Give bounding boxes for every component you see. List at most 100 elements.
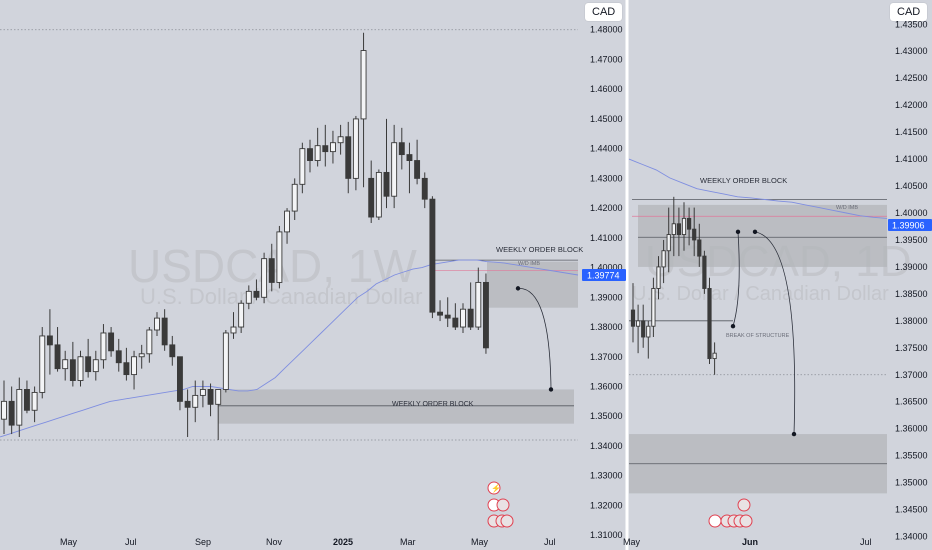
us-flag-icon[interactable] <box>739 514 753 528</box>
candle[interactable] <box>108 327 115 357</box>
candle[interactable] <box>681 202 687 251</box>
candle[interactable] <box>467 282 474 330</box>
candle[interactable] <box>452 303 459 330</box>
candle[interactable] <box>276 225 283 289</box>
candle[interactable] <box>123 347 130 381</box>
candle[interactable] <box>138 344 145 369</box>
candle[interactable] <box>16 377 23 438</box>
candle[interactable] <box>671 196 676 257</box>
candle[interactable] <box>483 273 489 354</box>
candle[interactable] <box>24 380 30 414</box>
candle[interactable] <box>54 327 61 372</box>
candle[interactable] <box>199 380 206 408</box>
candle[interactable] <box>146 327 153 363</box>
candle[interactable] <box>238 300 245 333</box>
candle[interactable] <box>330 130 336 164</box>
candle[interactable] <box>692 207 697 257</box>
candle[interactable] <box>697 223 702 267</box>
candle[interactable] <box>475 267 482 330</box>
candle[interactable] <box>630 283 636 343</box>
moving-average-line[interactable] <box>0 259 579 438</box>
candle[interactable] <box>437 300 443 322</box>
candle[interactable] <box>31 386 38 423</box>
candle[interactable] <box>184 389 191 438</box>
order-block-zone[interactable] <box>638 204 887 267</box>
candle[interactable] <box>314 127 321 167</box>
candle[interactable] <box>406 142 413 194</box>
arrow-end-dot[interactable] <box>735 229 741 235</box>
order-block-zone[interactable] <box>487 261 578 308</box>
projection-arrow[interactable] <box>517 287 552 390</box>
arrow-end-dot[interactable] <box>548 387 554 392</box>
us-flag-icon[interactable] <box>737 498 751 512</box>
candle[interactable] <box>375 169 382 220</box>
candle[interactable] <box>429 196 436 319</box>
candle[interactable] <box>368 160 375 223</box>
candle[interactable] <box>161 309 168 351</box>
us-flag-icon[interactable] <box>496 498 510 512</box>
candle[interactable] <box>207 383 214 417</box>
candle[interactable] <box>656 256 661 300</box>
lightning-icon[interactable] <box>487 481 501 495</box>
candle[interactable] <box>712 342 717 375</box>
candle[interactable] <box>253 279 260 301</box>
candle[interactable] <box>39 327 46 399</box>
candle[interactable] <box>646 320 651 359</box>
candle[interactable] <box>230 312 237 339</box>
candle[interactable] <box>1 380 7 435</box>
candle[interactable] <box>169 335 176 366</box>
candle[interactable] <box>687 207 692 246</box>
right-event-icons[interactable] <box>708 498 753 528</box>
candle[interactable] <box>85 338 92 378</box>
candle[interactable] <box>636 304 641 354</box>
candle[interactable] <box>307 139 313 173</box>
candle[interactable] <box>77 350 84 387</box>
candle[interactable] <box>337 124 344 155</box>
candle[interactable] <box>398 127 405 170</box>
candle[interactable] <box>46 309 53 375</box>
candle[interactable] <box>154 312 160 336</box>
candle[interactable] <box>131 350 138 390</box>
candle[interactable] <box>261 252 268 304</box>
candle[interactable] <box>299 142 306 194</box>
candle[interactable] <box>661 239 666 284</box>
left-event-icons[interactable]: ⚡ <box>487 481 514 528</box>
candle[interactable] <box>702 250 707 294</box>
arrow-start-dot[interactable] <box>515 286 521 291</box>
candle[interactable] <box>322 124 329 167</box>
candle[interactable] <box>69 341 76 387</box>
candle[interactable] <box>421 172 428 209</box>
candle[interactable] <box>345 121 352 194</box>
candle[interactable] <box>291 178 298 220</box>
left-currency-badge[interactable]: CAD <box>585 3 623 21</box>
candle[interactable] <box>215 389 222 440</box>
projection-arrow[interactable] <box>732 231 740 327</box>
candle[interactable] <box>666 207 671 273</box>
candle[interactable] <box>245 285 252 310</box>
arrow-start-dot[interactable] <box>730 324 736 329</box>
arrow-start-dot[interactable] <box>752 229 758 235</box>
candle[interactable] <box>176 356 183 411</box>
candle[interactable] <box>284 208 290 244</box>
candle[interactable] <box>8 386 15 435</box>
candle[interactable] <box>444 297 451 328</box>
candle[interactable] <box>460 303 466 333</box>
candle[interactable] <box>383 118 390 209</box>
moving-average-line[interactable] <box>628 158 888 219</box>
candle[interactable] <box>641 304 646 348</box>
candle[interactable] <box>100 324 107 369</box>
us-flag-icon[interactable] <box>500 514 514 528</box>
candle[interactable] <box>707 277 712 364</box>
candle[interactable] <box>115 338 122 372</box>
order-block-zone[interactable] <box>218 389 574 424</box>
candle[interactable] <box>92 350 99 381</box>
candle[interactable] <box>222 330 229 393</box>
lightning-icon[interactable] <box>708 514 722 528</box>
candle[interactable] <box>360 32 367 188</box>
candle[interactable] <box>62 350 69 381</box>
candle[interactable] <box>352 115 359 191</box>
projection-arrow[interactable] <box>754 231 796 435</box>
arrow-end-dot[interactable] <box>791 431 797 437</box>
candle[interactable] <box>391 124 398 209</box>
candle[interactable] <box>651 277 656 338</box>
